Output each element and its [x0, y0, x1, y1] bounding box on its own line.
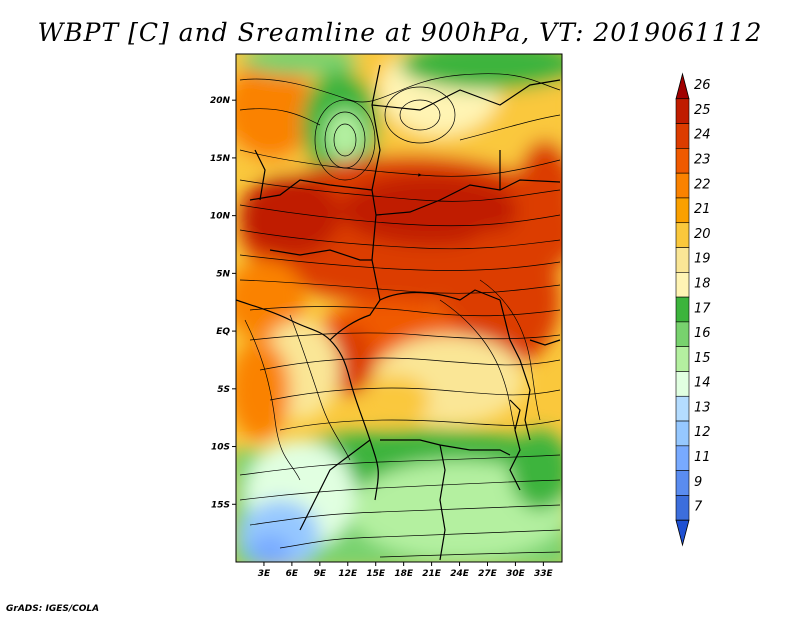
colorbar-label: 15 [694, 351, 711, 366]
streamline [333, 123, 357, 157]
streamline [314, 99, 376, 181]
streamline [269, 387, 561, 401]
colorbar-swatch [675, 346, 690, 372]
colorbar-swatch [675, 395, 690, 422]
streamline [384, 86, 456, 144]
streamline [479, 279, 541, 421]
latitude-axis: 20N 15N 10N 5N EQ 5S 10S 15S [210, 96, 236, 510]
lon-tick-label: 27E [478, 569, 498, 579]
lon-tick-label: 3E [258, 569, 271, 579]
lon-tick-label: 15E [366, 569, 386, 579]
lat-tick-label: EQ [216, 327, 230, 337]
streamline [239, 229, 561, 250]
colorbar-label: 20 [694, 227, 711, 242]
streamline [239, 254, 561, 271]
streamline [239, 108, 321, 126]
country-borders [236, 64, 561, 561]
colorbar-swatch [675, 197, 690, 224]
streamline [249, 504, 561, 526]
colorbar-label: 7 [694, 500, 703, 515]
colorbar-label: 24 [694, 128, 711, 143]
colorbar-swatch [675, 172, 690, 199]
streamline [459, 114, 561, 141]
lon-tick-label: 12E [338, 569, 358, 579]
streamline [239, 454, 561, 476]
colorbar-bottom-arrow [675, 519, 690, 547]
colorbar-swatch [675, 420, 690, 447]
lon-tick-label: 9E [314, 569, 327, 579]
colorbar-swatch [675, 296, 690, 323]
streamline [439, 299, 516, 431]
temperature-field [236, 54, 562, 562]
colorbar-swatch [675, 272, 690, 298]
colorbar-label: 19 [694, 252, 711, 267]
colorbar-swatch [675, 470, 690, 496]
colorbar-swatch [675, 222, 690, 248]
colorbar-swatch [675, 98, 690, 124]
streamline [239, 149, 561, 177]
colorbar-swatch [675, 148, 690, 174]
streamline [324, 111, 366, 169]
streamline [249, 332, 561, 341]
lat-tick-label: 15S [211, 500, 230, 510]
lon-tick-label: 33E [534, 569, 554, 579]
colorbar-label: 13 [694, 400, 711, 415]
colorbar-label: 18 [694, 276, 711, 291]
colorbar-top-arrow [675, 72, 690, 100]
colorbar-label: 9 [694, 475, 702, 490]
colorbar-label: 22 [694, 177, 711, 192]
colorbar-label: 16 [694, 326, 711, 341]
streamline [239, 179, 561, 202]
lat-tick-label: 10N [210, 212, 231, 222]
longitude-axis: 3E 6E 9E 12E 15E 18E 21E 24E 27E 30E 33E [258, 562, 554, 579]
streamline [239, 479, 561, 501]
colorbar-swatch [675, 123, 690, 149]
colorbar-label: 11 [694, 450, 711, 465]
colorbar-label: 23 [694, 153, 711, 168]
lon-tick-label: 21E [422, 569, 442, 579]
streamline [289, 314, 351, 461]
lon-tick-label: 18E [394, 569, 414, 579]
streamline [239, 73, 561, 103]
colorbar-label: 14 [694, 376, 711, 391]
lon-tick-label: 6E [286, 569, 299, 579]
colorbar-swatch [675, 371, 690, 397]
lon-tick-label: 24E [450, 569, 470, 579]
lat-tick-label: 5S [217, 385, 230, 395]
lat-tick-label: 15N [210, 154, 231, 164]
streamline [249, 306, 561, 317]
colorbar-swatch [675, 495, 690, 521]
map-title: WBPT [C] and Sreamline at 900hPa, VT: 20… [37, 18, 763, 47]
streamline [244, 319, 301, 481]
colorbar-label: 26 [694, 78, 711, 93]
grads-credit: GrADS: IGES/COLA [6, 604, 100, 614]
streamline [399, 99, 441, 131]
colorbar-label: 17 [694, 301, 711, 316]
streamline [279, 529, 561, 549]
lat-tick-label: 5N [216, 269, 230, 279]
map-frame [235, 53, 563, 563]
colorbar-swatch [675, 247, 690, 273]
lat-tick-label: 20N [210, 96, 231, 106]
colorbar-swatch [675, 321, 690, 347]
colorbar: 26 25 24 23 22 21 20 19 18 17 16 15 14 13 12 11 9 7 [675, 72, 711, 547]
colorbar-swatch [675, 445, 690, 471]
colorbar-label: 25 [694, 103, 711, 118]
colorbar-label: 12 [694, 425, 711, 440]
colorbar-label: 21 [694, 202, 711, 217]
lon-tick-label: 30E [506, 569, 526, 579]
lat-tick-label: 10S [211, 443, 230, 453]
streamline [239, 204, 561, 227]
streamline [379, 551, 561, 558]
